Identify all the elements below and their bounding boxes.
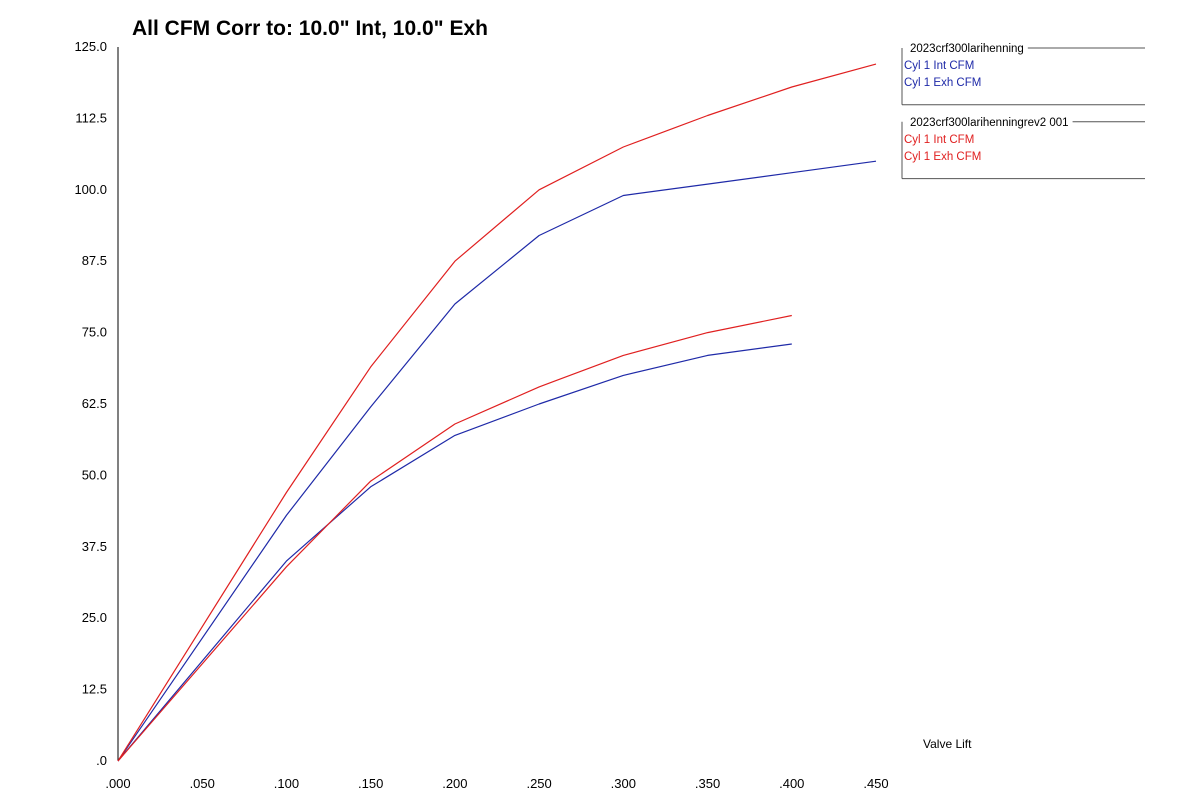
legend-entry: Cyl 1 Int CFM <box>904 134 974 146</box>
x-tick-label: .400 <box>779 776 804 791</box>
series-line-base-cyl-1-int-cfm <box>117 160 877 762</box>
x-tick-label: .000 <box>105 776 130 791</box>
x-tick-label: .100 <box>274 776 299 791</box>
legend-entry: Cyl 1 Int CFM <box>904 60 974 72</box>
series-lines <box>117 63 877 762</box>
legend-group-name: 2023crf300larihenningrev2 001 <box>910 117 1069 129</box>
legend-group-name: 2023crf300larihenning <box>910 43 1024 55</box>
x-tick-label: .350 <box>695 776 720 791</box>
x-tick-label: .450 <box>863 776 888 791</box>
y-tick-label: 125.0 <box>74 39 107 54</box>
x-tick-label: .300 <box>611 776 636 791</box>
legend-entry: Cyl 1 Exh CFM <box>904 77 981 89</box>
x-tick-label: .250 <box>526 776 551 791</box>
y-tick-label: .0 <box>96 753 107 768</box>
y-tick-label: 50.0 <box>82 467 107 482</box>
x-axis-ticks: .000 .050 .100 .150 .200 .250 .300 .350 .400 .450 <box>105 776 888 791</box>
y-tick-label: 12.5 <box>82 682 107 697</box>
y-tick-label: 112.5 <box>75 110 107 125</box>
legend-entry: Cyl 1 Exh CFM <box>904 151 981 163</box>
y-axis-ticks: .0 12.5 25.0 37.5 50.0 62.5 75.0 87.5 100.0 112.5… <box>74 39 107 768</box>
chart-title: All CFM Corr to: 10.0" Int, 10.0" Exh <box>132 17 488 40</box>
legend: 2023crf300larihenning Cyl 1 Int CFM Cyl 1 … <box>901 43 1145 180</box>
series-line-rev2-cyl-1-exh-cfm <box>117 314 792 762</box>
x-tick-label: .150 <box>358 776 383 791</box>
x-tick-label: .050 <box>190 776 215 791</box>
x-tick-label: .200 <box>442 776 467 791</box>
y-tick-label: 100.0 <box>74 182 107 197</box>
series-line-base-cyl-1-exh-cfm <box>117 343 792 762</box>
x-axis-label: Valve Lift <box>923 737 972 751</box>
series-line-rev2-cyl-1-int-cfm <box>117 63 877 762</box>
legend-group-1: 2023crf300larihenning Cyl 1 Int CFM Cyl 1 … <box>901 43 1145 106</box>
y-tick-label: 87.5 <box>82 253 107 268</box>
y-tick-label: 62.5 <box>82 396 107 411</box>
y-tick-label: 37.5 <box>82 539 107 554</box>
y-tick-label: 75.0 <box>82 325 107 340</box>
legend-group-2: 2023crf300larihenningrev2 001 Cyl 1 Int C… <box>901 117 1145 180</box>
y-tick-label: 25.0 <box>82 610 107 625</box>
